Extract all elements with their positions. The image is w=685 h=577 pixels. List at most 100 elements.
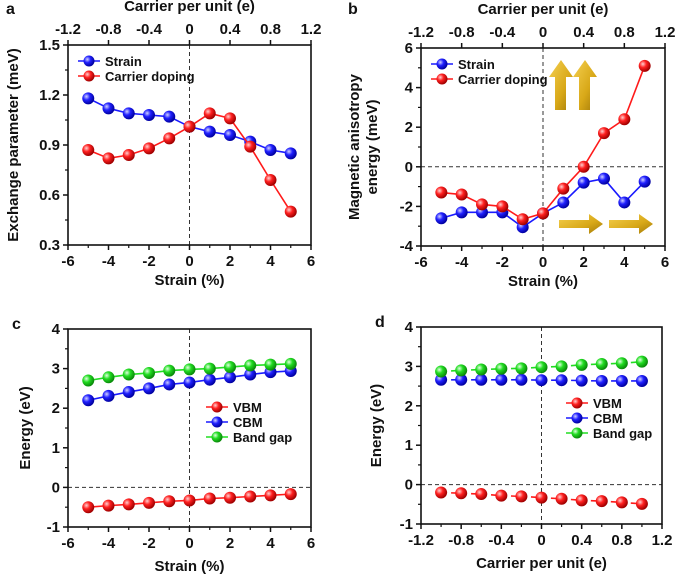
- x-tick-label: 0: [539, 254, 547, 271]
- data-point: [618, 196, 631, 209]
- data-point: [102, 371, 115, 384]
- x-tick-label: 0: [185, 253, 193, 270]
- data-point: [635, 355, 648, 368]
- data-point: [122, 107, 135, 120]
- data-point: [595, 374, 608, 387]
- data-point: [496, 200, 509, 213]
- data-point: [284, 357, 297, 370]
- x-tick-label: 0.4: [571, 532, 593, 549]
- data-point: [575, 494, 588, 507]
- data-point: [143, 496, 155, 509]
- y-tick-label: 0: [405, 159, 413, 176]
- y-tick-label: 0: [405, 477, 413, 494]
- data-point: [435, 486, 448, 499]
- data-point: [495, 362, 508, 375]
- x-tick-label: 6: [661, 254, 669, 271]
- data-point: [143, 142, 155, 155]
- data-point: [575, 358, 588, 371]
- x-tick-label: 0: [537, 532, 545, 549]
- data-point: [577, 160, 590, 173]
- data-point: [143, 109, 155, 121]
- data-point: [102, 102, 115, 115]
- series-carrier-doping: [435, 59, 651, 226]
- right-arrow-shape: [609, 214, 653, 234]
- x-tick-label: 0.8: [611, 532, 632, 549]
- panel-label: c: [12, 316, 21, 333]
- data-point: [515, 362, 528, 375]
- out-of-plane-arrows-icon: [549, 60, 597, 110]
- x-tick-label: -4: [102, 253, 116, 270]
- data-point: [264, 174, 277, 186]
- y-tick-label: -1: [400, 516, 413, 533]
- data-point: [615, 496, 628, 509]
- data-point: [535, 361, 548, 374]
- legend-label: Carrier doping: [105, 69, 195, 84]
- data-point: [163, 364, 176, 377]
- legend-label: VBM: [233, 400, 262, 415]
- data-point: [535, 374, 548, 387]
- data-point: [143, 366, 155, 379]
- series-cbm: [82, 364, 297, 407]
- data-point: [435, 373, 448, 386]
- y-tick-label: 2: [405, 119, 413, 136]
- y-tick-label: 1.5: [39, 37, 60, 54]
- panel-c: c -6 -4 -2 0 2 4 6 Strain (%) -1 0 1 2 3 4 Energy (eV) V…: [12, 316, 315, 575]
- top-x-axis-title: Carrier per unit (e): [478, 1, 609, 18]
- data-point: [224, 361, 236, 374]
- x-tick-label: 1.2: [652, 532, 673, 549]
- top-x-tick-label: 1.2: [301, 21, 322, 38]
- legend-marker: [211, 431, 223, 443]
- data-point: [102, 499, 115, 512]
- x-axis-title: Strain (%): [154, 558, 224, 575]
- data-point: [575, 374, 588, 387]
- legend-marker: [571, 412, 583, 424]
- panel-d: d -1.2 -0.8 -0.4 0 0.4 0.8 1.2 Carrier per unit …: [368, 314, 672, 572]
- y-tick-label: 2: [52, 400, 60, 417]
- top-x-tick-label: -1.2: [408, 24, 434, 41]
- data-point: [598, 127, 610, 140]
- in-plane-arrows-icon: [559, 214, 653, 234]
- data-point: [122, 368, 135, 381]
- data-point: [557, 196, 570, 209]
- y-tick-label: -2: [400, 198, 413, 215]
- data-point: [635, 497, 648, 510]
- legend-label: Strain: [458, 57, 495, 72]
- x-tick-label: -6: [414, 254, 427, 271]
- data-point: [615, 357, 628, 370]
- legend-label: VBM: [593, 396, 622, 411]
- y-tick-label: 0.6: [39, 187, 60, 204]
- y-axis-title: Energy (eV): [368, 384, 385, 467]
- data-point: [455, 206, 468, 219]
- data-point: [537, 207, 549, 220]
- y-axis-title: Exchange parameter (meV): [5, 48, 22, 241]
- y-tick-label: 1.2: [39, 87, 60, 104]
- legend-marker: [571, 397, 583, 409]
- data-point: [244, 368, 257, 381]
- x-tick-label: -4: [102, 535, 116, 552]
- x-tick-label: -4: [455, 254, 469, 271]
- y-axis-title: energy (meV): [364, 99, 381, 194]
- legend-marker: [83, 70, 95, 82]
- x-tick-label: 2: [226, 535, 234, 552]
- data-point: [475, 363, 488, 376]
- data-point: [455, 373, 468, 386]
- data-point: [284, 205, 297, 218]
- legend-label: Band gap: [593, 426, 652, 441]
- data-point: [82, 501, 95, 514]
- data-point: [557, 182, 570, 195]
- data-point: [495, 373, 508, 386]
- up-arrow-shape: [549, 60, 573, 110]
- y-tick-label: 3: [405, 358, 413, 375]
- x-tick-label: 4: [620, 254, 629, 271]
- data-point: [143, 382, 155, 395]
- top-x-tick-label: 0: [539, 24, 547, 41]
- data-point: [224, 371, 236, 384]
- x-tick-label: -0.8: [448, 532, 474, 549]
- data-point: [122, 149, 135, 161]
- y-tick-label: 4: [405, 319, 414, 336]
- top-x-tick-label: -0.8: [96, 21, 122, 38]
- legend-label: CBM: [593, 411, 623, 426]
- y-axis-title: Energy (eV): [17, 386, 34, 469]
- data-point: [183, 120, 196, 133]
